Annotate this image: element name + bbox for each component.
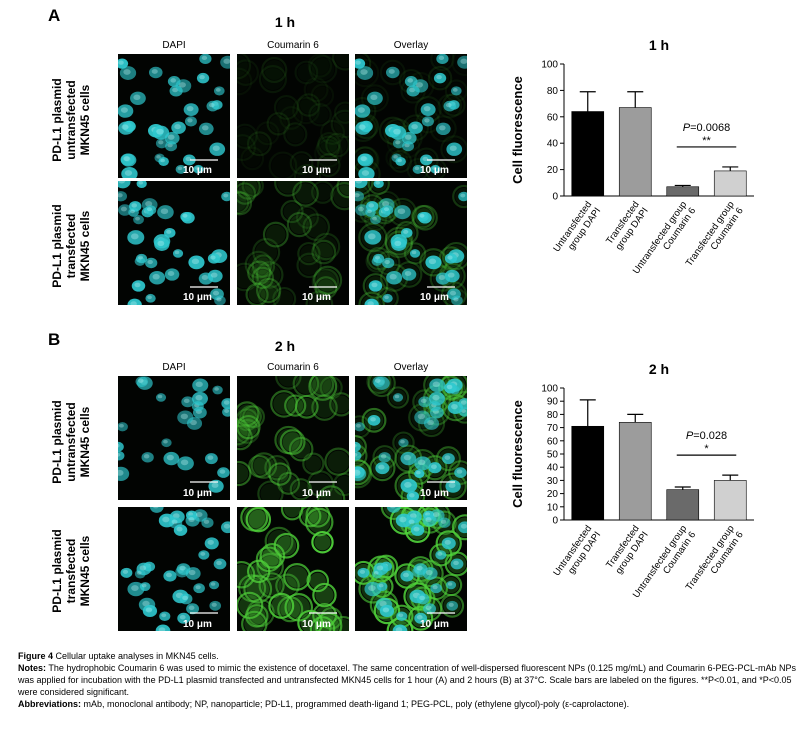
micrograph [237,54,349,178]
y-axis-label: Cell fluorescence [510,76,525,184]
bar [571,425,605,521]
micrograph [118,181,230,305]
caption-notes: Notes: The hydrophobic Coumarin 6 was us… [18,663,797,697]
error-bar [579,91,596,112]
micrograph [355,507,467,631]
scale-bar-label: 10 μm [302,488,331,499]
x-tick-label: Transfectedgroup DAPI [604,199,651,252]
y-tick-label: 20 [547,165,559,176]
panel-b-col-overlay: Overlay [393,362,429,373]
scale-bar-label: 10 μm [420,292,449,303]
error-bar [722,166,739,171]
y-tick-label: 100 [541,384,558,395]
chart-title: 1 h [649,37,669,53]
error-bar [722,474,739,481]
panel-b-row2-label: PD-L1 plasmid transfected MKN45 cells [50,529,92,613]
micrograph [118,507,230,631]
bar [618,422,652,521]
bar-chart-2h: 2 h Cell fluorescence 0 10 20 30 40 50 60 70 80 90 1… [510,361,754,600]
error-bar [674,184,691,187]
bar-chart-1h: 1 h Cell fluorescence 0 20 40 60 80 100 Untransf… [510,37,754,276]
y-tick-label: 0 [552,192,558,203]
y-tick-label: 50 [547,450,559,461]
significance-stars: ** [702,135,711,147]
y-tick-label: 70 [547,423,559,434]
x-tick-label: Untransfectedgroup DAPI [551,523,603,584]
micrograph [237,181,349,305]
y-tick-label: 0 [552,516,558,527]
figure-caption: Figure 4 Cellular uptake analyses in MKN… [18,650,798,710]
panel-b-col-dapi: DAPI [162,362,186,373]
scale-bar-label: 10 μm [183,488,212,499]
scale-bar-label: 10 μm [420,619,449,630]
panel-a-col-dapi: DAPI [162,40,186,51]
micrograph [355,181,467,305]
x-tick-label: Transfectedgroup DAPI [604,523,651,576]
panel-a-time: 1 h [274,14,296,30]
y-tick-label: 100 [541,60,558,71]
scale-bar-label: 10 μm [420,488,449,499]
y-tick-label: 60 [547,436,559,447]
y-tick-label: 40 [547,139,559,150]
y-axis-label: Cell fluorescence [510,400,525,508]
panel-a-letter: A [48,6,61,25]
significance-stars: * [704,443,709,455]
error-bar [627,91,644,108]
bar [713,480,747,521]
panel-a-row2-label: PD-L1 plasmid transfected MKN45 cells [50,204,92,288]
x-tick-label: Untransfectedgroup DAPI [551,199,603,260]
scale-bar-label: 10 μm [183,619,212,630]
y-tick-label: 40 [547,463,559,474]
scale-bar-label: 10 μm [302,619,331,630]
error-bar [627,413,644,423]
bar [666,489,700,521]
y-tick-label: 80 [547,86,559,97]
y-tick-label: 30 [547,476,559,487]
y-tick-label: 20 [547,489,559,500]
error-bar [579,399,596,427]
panel-a-row1-label: PD-L1 plasmid untransfected MKN45 cells [50,78,92,162]
scale-bar-label: 10 μm [183,292,212,303]
error-bar [674,486,691,490]
p-value-label: P=0.0068 [683,122,730,134]
panel-b-row1-label: PD-L1 plasmid untransfected MKN45 cells [50,400,92,484]
bar [666,186,700,197]
bar [713,170,747,197]
micrograph [355,376,467,500]
micrograph [118,376,230,500]
y-tick-label: 60 [547,112,559,123]
scale-bar-label: 10 μm [302,292,331,303]
panel-a-col-coumarin: Coumarin 6 [267,40,319,51]
y-tick-label: 90 [547,397,559,408]
panel-b-col-coumarin: Coumarin 6 [267,362,319,373]
scale-bar-label: 10 μm [302,165,331,176]
micrograph [118,54,230,178]
caption-abbreviations: Abbreviations: mAb, monoclonal antibody;… [18,699,630,709]
panel-a-col-overlay: Overlay [393,40,429,51]
micrograph [355,54,467,178]
chart-title: 2 h [649,361,669,377]
micrograph [237,376,349,500]
y-tick-label: 10 [547,502,559,513]
micrograph [237,507,349,631]
y-tick-label: 80 [547,410,559,421]
caption-title: Figure 4 Cellular uptake analyses in MKN… [18,651,219,661]
panel-b-time: 2 h [274,338,296,354]
scale-bar-label: 10 μm [183,165,212,176]
p-value-label: P=0.028 [686,430,727,442]
bar [571,111,605,197]
bar [618,107,652,197]
scale-bar-label: 10 μm [420,165,449,176]
panel-b-letter: B [48,330,61,349]
